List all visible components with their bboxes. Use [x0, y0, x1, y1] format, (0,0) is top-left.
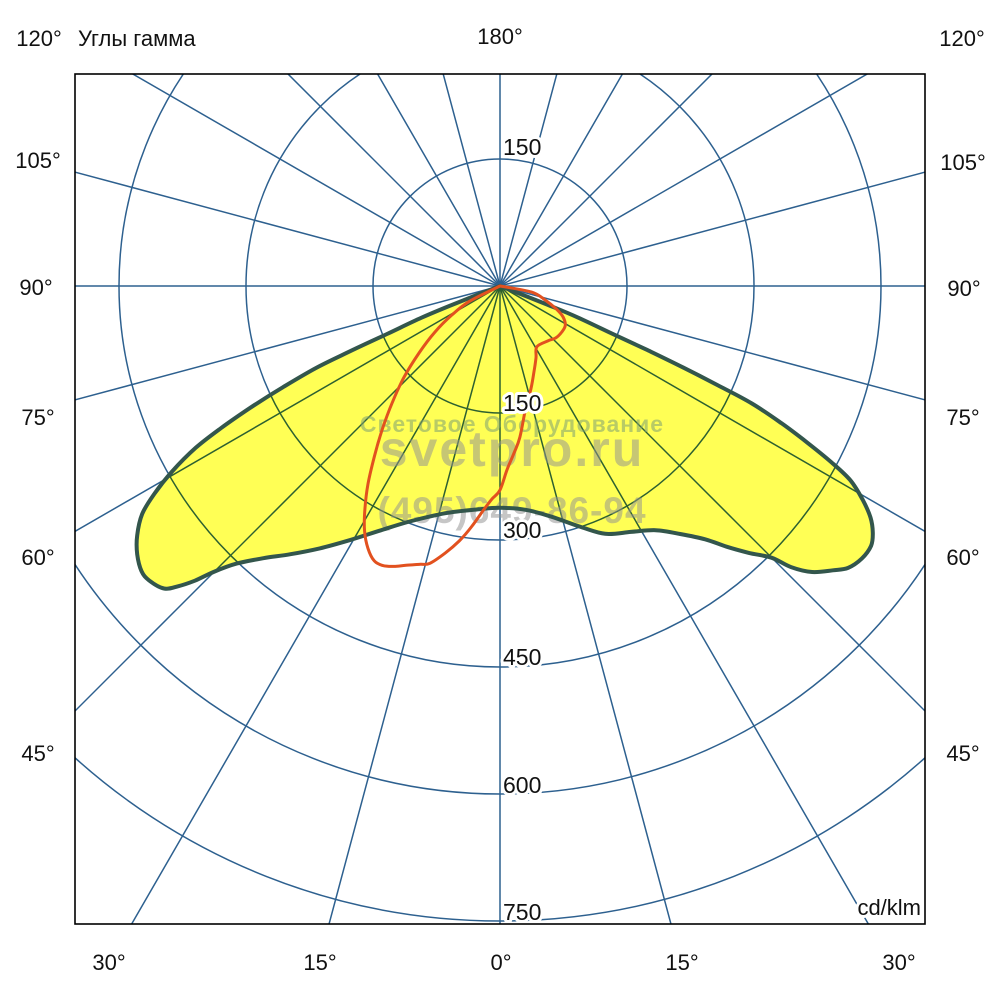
angle-label-top-right-120: 120° [939, 26, 985, 51]
yellow-curve-fill [136, 286, 873, 589]
radial-label-150-lower: 150 [503, 390, 541, 416]
angle-label-left-75: 75° [21, 405, 54, 430]
radial-label-600: 600 [503, 772, 541, 798]
angle-label-bottom-0: 0° [490, 950, 511, 975]
watermark-phone-text: (495)649-86-94 [377, 490, 646, 531]
angle-label-right-60: 60° [946, 545, 979, 570]
angle-label-left-90: 90° [19, 275, 52, 300]
angle-label-left-60: 60° [21, 545, 54, 570]
watermark-company-text: Световое Оборудование [360, 411, 664, 437]
unit-label: cd/klm [857, 895, 921, 920]
angle-label-right-90: 90° [947, 276, 980, 301]
radial-label-450: 450 [503, 644, 541, 670]
angle-label-right-45: 45° [946, 741, 979, 766]
radial-label-750: 750 [503, 899, 541, 925]
angle-label-bottom-30-right: 30° [882, 950, 915, 975]
angle-label-top-left-120: 120° [16, 26, 62, 51]
angle-label-right-105: 105° [940, 150, 986, 175]
angle-label-left-105: 105° [15, 148, 61, 173]
watermark: Световое Оборудование svetpro.ru (495)64… [360, 411, 664, 531]
watermark-site-text: svetpro.ru [380, 421, 645, 477]
red-curve [362, 284, 567, 568]
angle-label-top-180: 180° [477, 24, 523, 49]
angle-label-left-45: 45° [21, 741, 54, 766]
angle-label-bottom-15-left: 15° [303, 950, 336, 975]
radial-label-300: 300 [503, 517, 541, 543]
plot-border [74, 73, 926, 925]
angle-label-bottom-30-left: 30° [92, 950, 125, 975]
radial-label-150-upper: 150 [503, 134, 541, 160]
angle-label-bottom-15-right: 15° [665, 950, 698, 975]
yellow-curve-outline [134, 284, 875, 591]
angle-label-right-75: 75° [946, 405, 979, 430]
page-title: Углы гамма [78, 26, 196, 51]
